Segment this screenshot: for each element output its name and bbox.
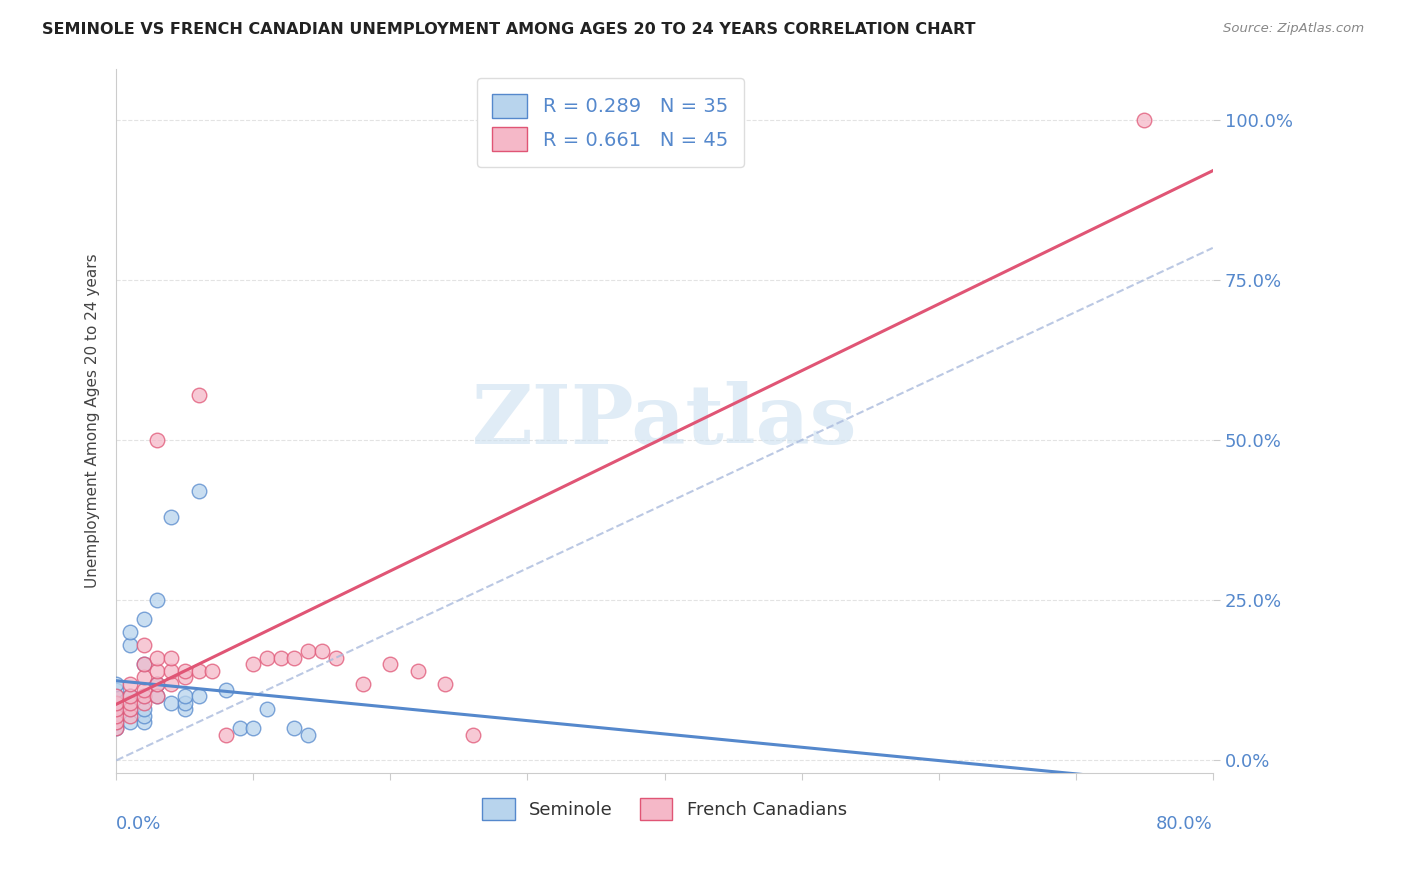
Y-axis label: Unemployment Among Ages 20 to 24 years: Unemployment Among Ages 20 to 24 years — [86, 253, 100, 588]
Point — [132, 708, 155, 723]
Point — [132, 702, 155, 716]
Point — [118, 708, 141, 723]
Point — [325, 651, 347, 665]
Point — [160, 664, 183, 678]
Point — [270, 651, 292, 665]
Text: 0.0%: 0.0% — [117, 815, 162, 833]
Point — [187, 388, 209, 402]
Point — [406, 664, 429, 678]
Point — [311, 644, 333, 658]
Text: 80.0%: 80.0% — [1156, 815, 1213, 833]
Point — [160, 510, 183, 524]
Point — [173, 670, 195, 684]
Point — [160, 676, 183, 690]
Point — [132, 696, 155, 710]
Point — [146, 690, 169, 704]
Point — [132, 690, 155, 704]
Point — [105, 708, 128, 723]
Point — [105, 676, 128, 690]
Legend: Seminole, French Canadians: Seminole, French Canadians — [475, 791, 855, 828]
Point — [132, 690, 155, 704]
Point — [146, 664, 169, 678]
Point — [173, 696, 195, 710]
Point — [105, 702, 128, 716]
Point — [118, 638, 141, 652]
Point — [201, 664, 224, 678]
Point — [105, 714, 128, 729]
Point — [160, 696, 183, 710]
Point — [118, 696, 141, 710]
Point — [242, 657, 264, 672]
Point — [297, 728, 319, 742]
Point — [242, 722, 264, 736]
Point — [283, 722, 305, 736]
Point — [146, 651, 169, 665]
Point — [160, 651, 183, 665]
Point — [146, 433, 169, 447]
Point — [283, 651, 305, 665]
Point — [132, 657, 155, 672]
Point — [256, 702, 278, 716]
Point — [228, 722, 250, 736]
Point — [118, 702, 141, 716]
Point — [132, 670, 155, 684]
Point — [173, 702, 195, 716]
Point — [297, 644, 319, 658]
Point — [146, 690, 169, 704]
Point — [105, 682, 128, 697]
Point — [215, 728, 238, 742]
Text: SEMINOLE VS FRENCH CANADIAN UNEMPLOYMENT AMONG AGES 20 TO 24 YEARS CORRELATION C: SEMINOLE VS FRENCH CANADIAN UNEMPLOYMENT… — [42, 22, 976, 37]
Point — [132, 682, 155, 697]
Point — [105, 696, 128, 710]
Point — [105, 722, 128, 736]
Point — [132, 714, 155, 729]
Point — [215, 682, 238, 697]
Point — [187, 484, 209, 499]
Point — [118, 702, 141, 716]
Point — [187, 690, 209, 704]
Point — [132, 612, 155, 626]
Point — [380, 657, 402, 672]
Point — [105, 696, 128, 710]
Point — [1133, 112, 1156, 127]
Point — [146, 593, 169, 607]
Point — [118, 625, 141, 640]
Point — [118, 690, 141, 704]
Point — [352, 676, 374, 690]
Point — [132, 657, 155, 672]
Point — [105, 714, 128, 729]
Point — [105, 702, 128, 716]
Point — [173, 690, 195, 704]
Point — [173, 664, 195, 678]
Point — [475, 132, 498, 146]
Point — [105, 722, 128, 736]
Point — [118, 714, 141, 729]
Point — [105, 690, 128, 704]
Point — [146, 676, 169, 690]
Point — [146, 676, 169, 690]
Point — [105, 690, 128, 704]
Point — [461, 728, 484, 742]
Point — [256, 651, 278, 665]
Point — [187, 664, 209, 678]
Point — [105, 708, 128, 723]
Point — [132, 638, 155, 652]
Point — [118, 676, 141, 690]
Point — [434, 676, 457, 690]
Text: Source: ZipAtlas.com: Source: ZipAtlas.com — [1223, 22, 1364, 36]
Text: ZIPatlas: ZIPatlas — [472, 381, 858, 461]
Point — [118, 690, 141, 704]
